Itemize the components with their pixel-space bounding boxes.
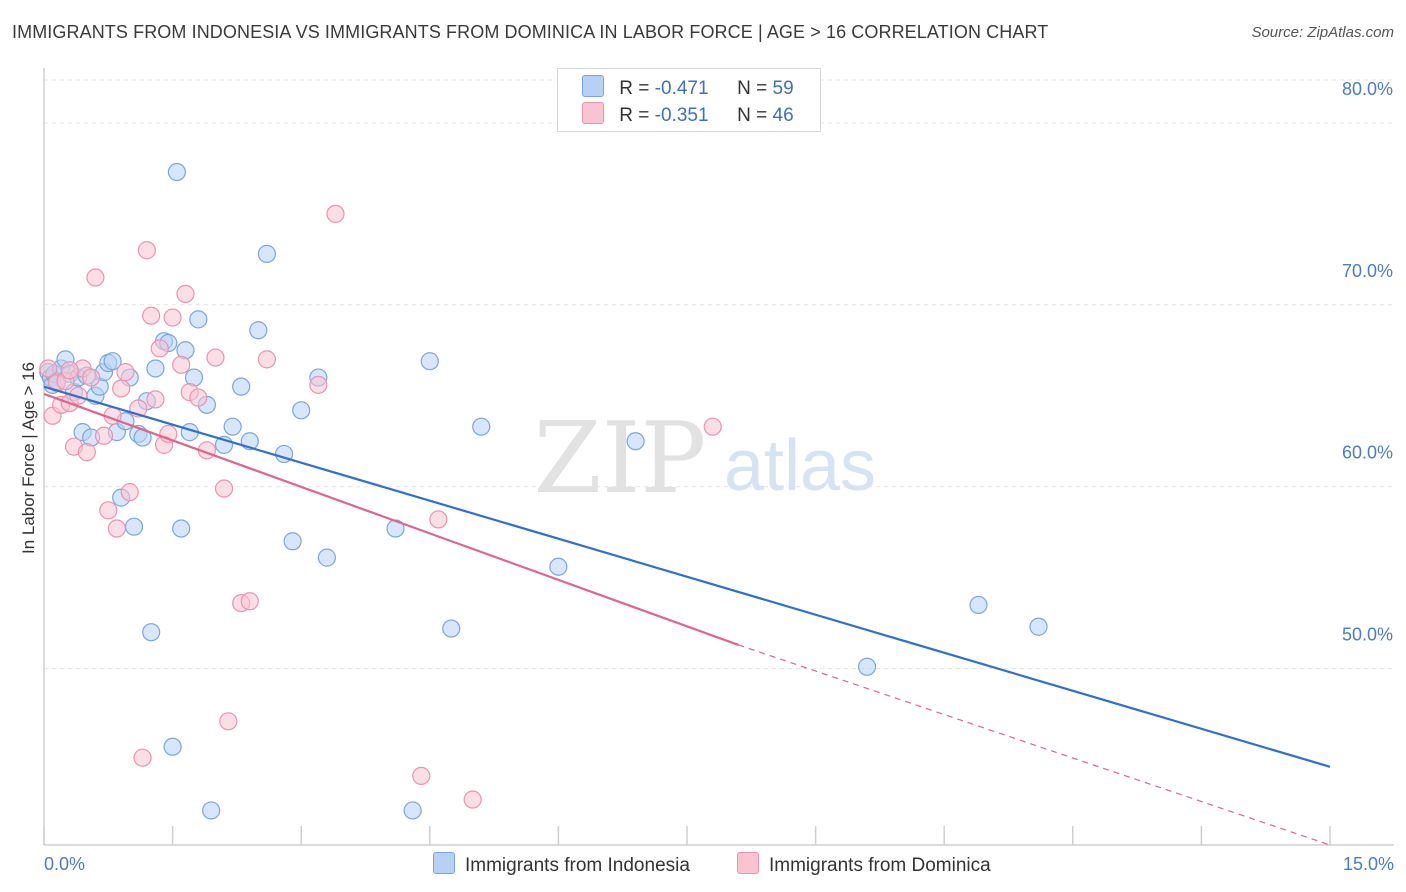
data-point-indonesia bbox=[249, 321, 268, 340]
data-point-dominica bbox=[60, 361, 79, 380]
data-point-indonesia bbox=[857, 657, 877, 676]
data-point-indonesia bbox=[549, 557, 568, 576]
legend-label-dominica: Immigrants from Dominica bbox=[769, 855, 991, 876]
data-point-dominica bbox=[120, 483, 139, 502]
data-point-dominica bbox=[206, 348, 225, 367]
data-point-dominica bbox=[133, 748, 152, 767]
grid-lines bbox=[44, 79, 1394, 670]
legend-swatch-dominica bbox=[582, 102, 604, 124]
legend-swatch-indonesia bbox=[582, 75, 604, 97]
legend-n-value-dominica: 46 bbox=[772, 105, 794, 126]
data-point-indonesia bbox=[189, 310, 208, 329]
data-point-indonesia bbox=[103, 352, 122, 371]
data-point-dominica bbox=[214, 479, 234, 498]
data-point-dominica bbox=[150, 339, 169, 358]
y-axis-label: In Labor Force | Age > 16 bbox=[19, 362, 38, 554]
data-point-indonesia bbox=[142, 623, 161, 642]
y-tick-label: 80.0% bbox=[1342, 79, 1393, 99]
data-point-dominica bbox=[463, 790, 482, 809]
legend-n-label: N = bbox=[737, 78, 768, 99]
y-tick-label: 60.0% bbox=[1342, 443, 1393, 463]
correlation-legend: R = -0.471 N = 59 R = -0.351 N = 46 bbox=[557, 68, 821, 132]
legend-r-value-indonesia: -0.471 bbox=[654, 78, 709, 99]
legend-label-indonesia: Immigrants from Indonesia bbox=[465, 855, 690, 876]
trend-line-indonesia bbox=[43, 385, 1331, 768]
data-point-indonesia bbox=[146, 359, 165, 378]
legend-n-label: N = bbox=[737, 105, 768, 126]
data-point-indonesia bbox=[167, 162, 186, 182]
data-point-dominica bbox=[172, 355, 191, 374]
data-point-indonesia bbox=[292, 401, 311, 420]
trend-line-dominica-extension bbox=[738, 644, 1331, 846]
watermark-atlas: atlas bbox=[724, 426, 876, 506]
data-point-dominica bbox=[257, 350, 277, 369]
data-point-dominica bbox=[137, 241, 156, 260]
data-point-indonesia bbox=[223, 417, 242, 436]
data-point-dominica bbox=[189, 388, 208, 407]
legend-item-indonesia: Immigrants from Indonesia bbox=[433, 852, 690, 877]
watermark-zip: ZIP bbox=[534, 402, 707, 516]
trend-line-dominica bbox=[43, 392, 739, 646]
data-point-dominica bbox=[112, 379, 131, 398]
data-point-indonesia bbox=[472, 417, 491, 436]
data-point-dominica bbox=[326, 204, 345, 223]
data-point-dominica bbox=[429, 510, 448, 529]
legend-r-value-dominica: -0.351 bbox=[654, 105, 709, 126]
data-point-indonesia bbox=[124, 517, 144, 536]
source-label: Source: ZipAtlas.com bbox=[1251, 24, 1394, 41]
data-point-dominica bbox=[116, 363, 135, 382]
legend-n-value-indonesia: 59 bbox=[772, 78, 794, 99]
data-point-indonesia bbox=[283, 532, 302, 551]
x-tick-label: 0.0% bbox=[44, 854, 85, 874]
y-tick-label: 50.0% bbox=[1342, 625, 1393, 645]
legend-r-label: R = bbox=[619, 105, 650, 126]
data-point-dominica bbox=[99, 501, 118, 520]
legend-row-dominica: R = -0.351 N = 46 bbox=[582, 102, 794, 126]
legend-r-label: R = bbox=[619, 78, 650, 99]
data-point-indonesia bbox=[172, 519, 191, 538]
data-point-indonesia bbox=[626, 432, 645, 451]
axes bbox=[43, 68, 1394, 846]
data-point-dominica bbox=[82, 368, 101, 387]
data-point-dominica bbox=[163, 308, 182, 327]
data-point-dominica bbox=[77, 443, 96, 462]
y-tick-label: 70.0% bbox=[1342, 261, 1393, 281]
legend-swatch-dominica bbox=[737, 852, 759, 874]
data-point-indonesia bbox=[403, 801, 422, 820]
data-point-dominica bbox=[86, 268, 105, 287]
data-point-indonesia bbox=[1029, 617, 1048, 636]
chart-title: IMMIGRANTS FROM INDONESIA VS IMMIGRANTS … bbox=[12, 22, 1049, 42]
trend-lines bbox=[43, 385, 1331, 846]
data-point-dominica bbox=[240, 592, 259, 611]
data-point-dominica bbox=[39, 359, 58, 378]
x-tick-label: 15.0% bbox=[1343, 854, 1394, 874]
data-point-indonesia bbox=[232, 377, 251, 396]
data-point-dominica bbox=[146, 390, 165, 409]
data-point-dominica bbox=[176, 284, 195, 303]
data-point-indonesia bbox=[442, 619, 461, 638]
data-point-indonesia bbox=[317, 548, 337, 567]
data-point-dominica bbox=[142, 306, 161, 325]
legend-row-indonesia: R = -0.471 N = 59 bbox=[582, 75, 794, 99]
data-point-indonesia bbox=[969, 595, 988, 615]
data-point-dominica bbox=[703, 417, 722, 436]
data-point-indonesia bbox=[420, 352, 439, 371]
legend-item-dominica: Immigrants from Dominica bbox=[737, 852, 991, 877]
zipatlas-watermark: ZIP atlas bbox=[534, 402, 876, 516]
data-point-dominica bbox=[309, 375, 328, 394]
data-point-indonesia bbox=[202, 801, 221, 820]
data-point-dominica bbox=[94, 426, 114, 445]
data-point-indonesia bbox=[163, 737, 182, 756]
data-point-indonesia bbox=[257, 244, 277, 263]
data-point-dominica bbox=[412, 766, 431, 785]
legend-swatch-indonesia bbox=[433, 852, 455, 874]
data-point-dominica bbox=[219, 712, 238, 731]
data-point-dominica bbox=[107, 519, 126, 538]
tick-labels: 50.0% 60.0% 70.0% 80.0% 0.0% 15.0% bbox=[44, 79, 1394, 874]
